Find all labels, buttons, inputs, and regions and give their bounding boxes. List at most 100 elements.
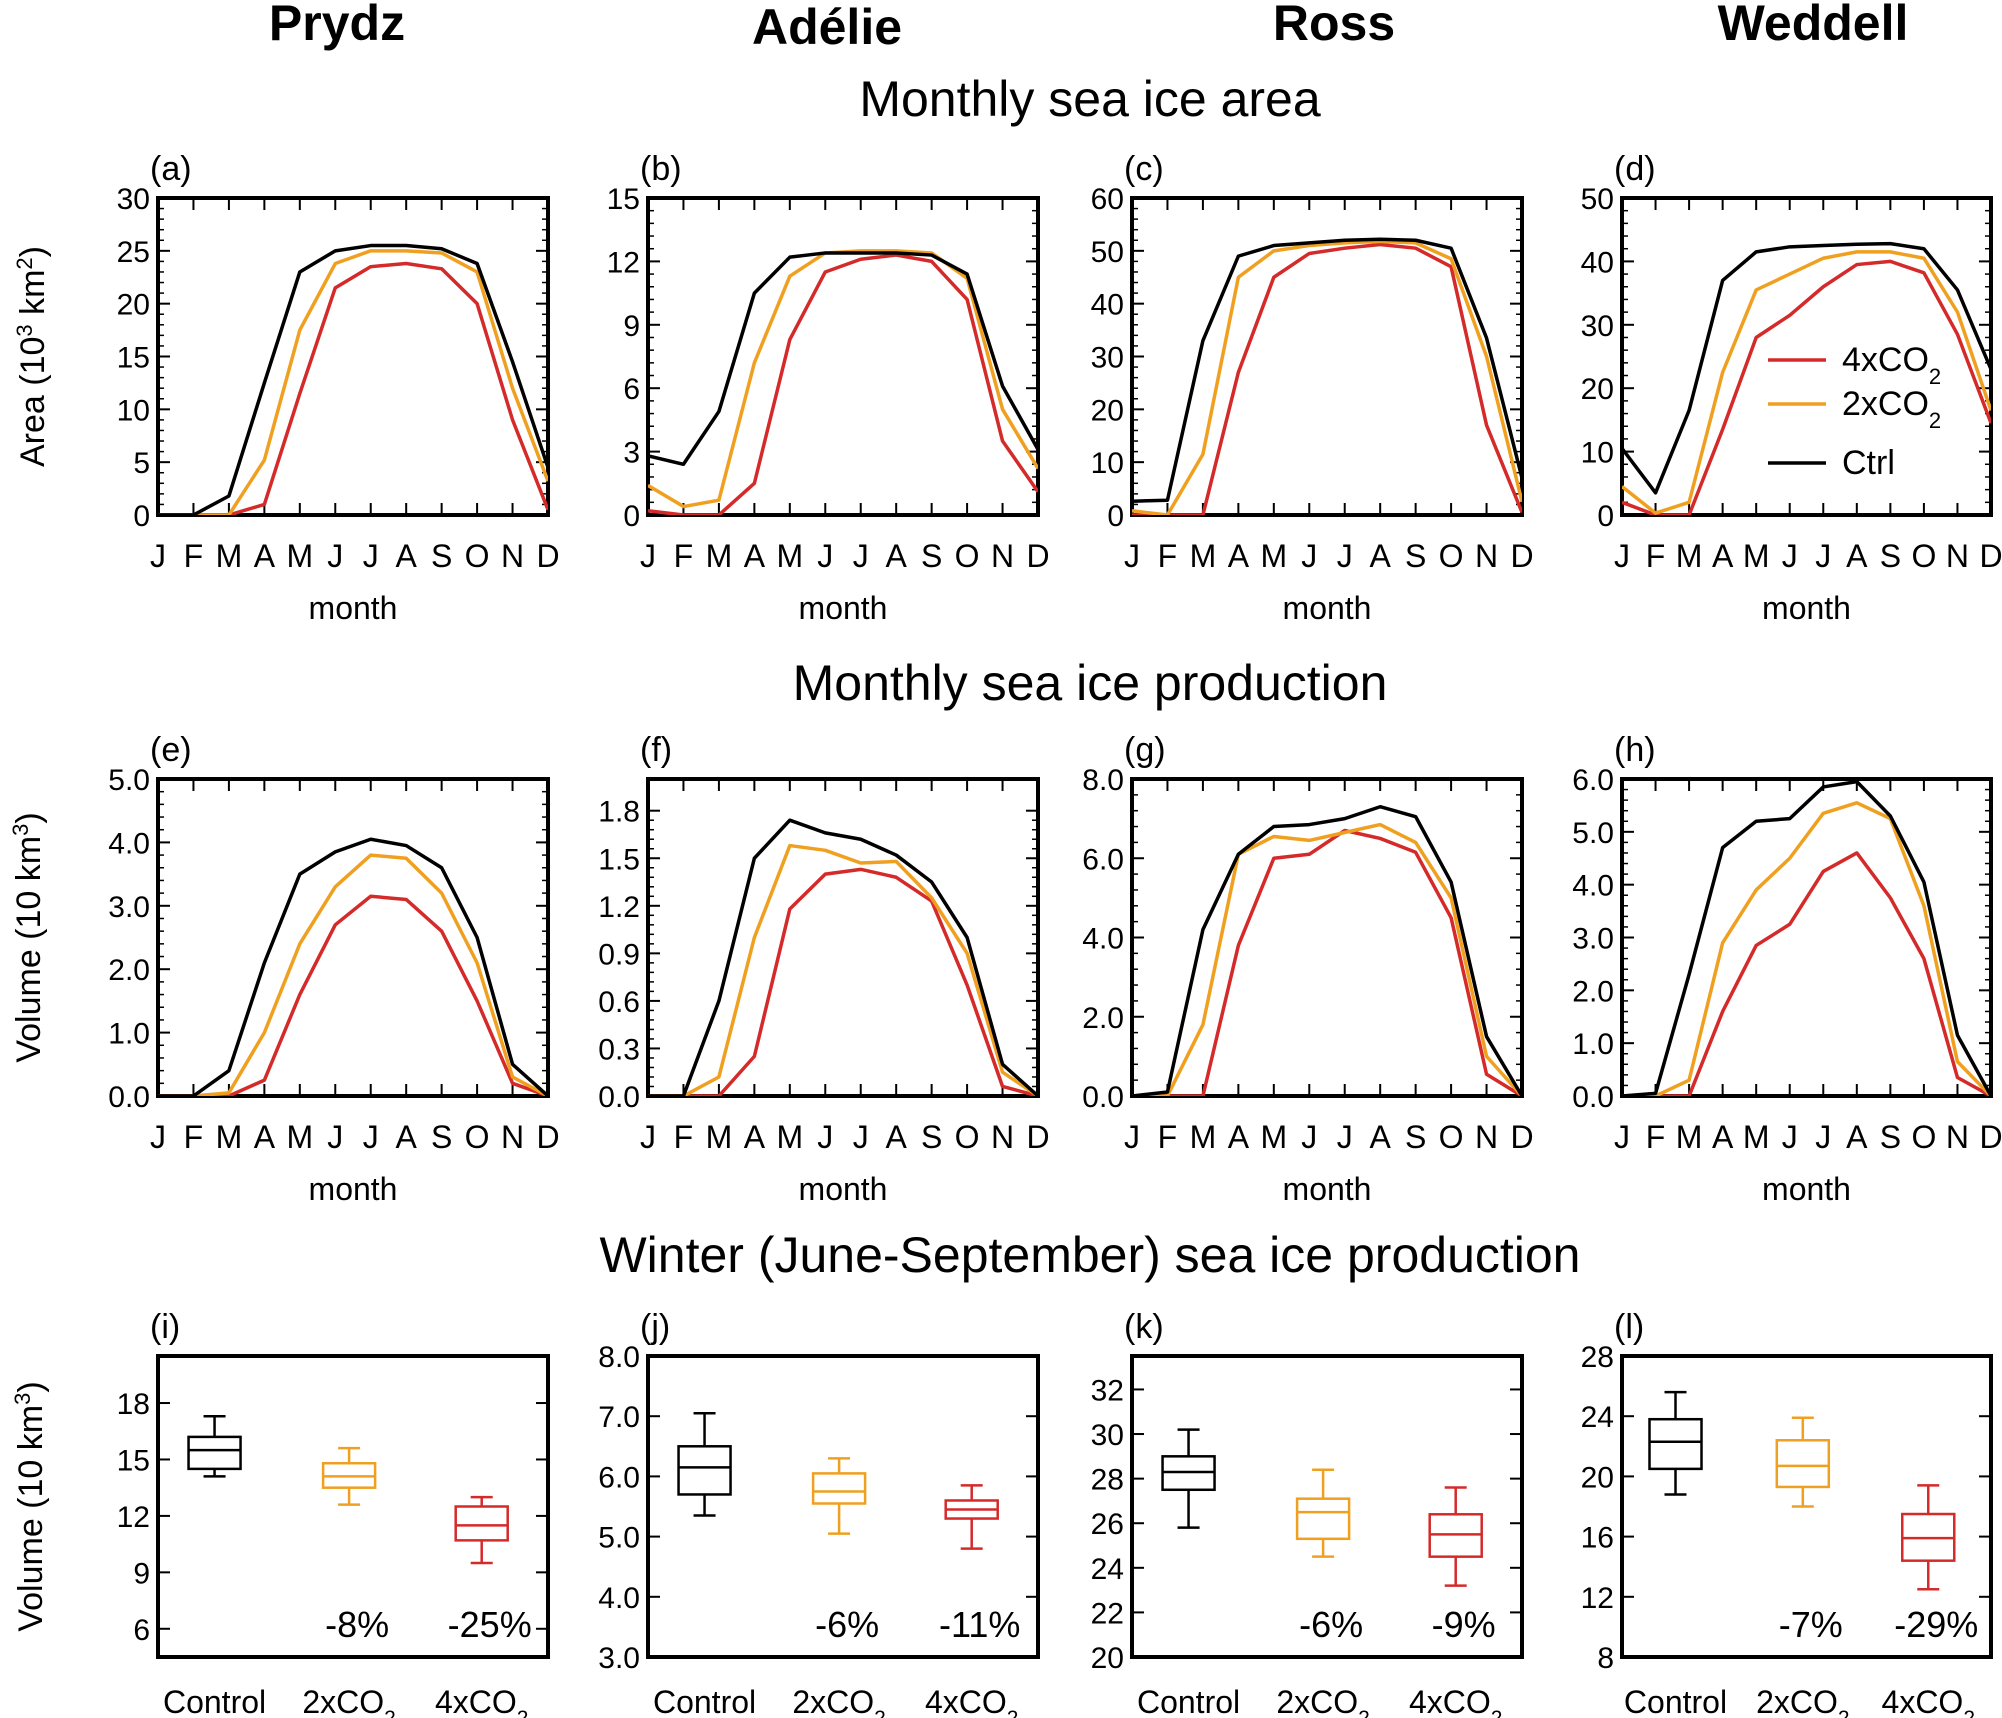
y-tick-label: 20 [117,289,150,322]
legend-label-co2x4: 4xCO2 [1842,341,1941,389]
box-iqr [1295,1497,1351,1541]
row-title-1: Monthly sea ice production [793,655,1388,711]
x-tick-label: J [1337,538,1353,574]
x-tick-label: O [465,1119,490,1155]
x-tick-label: M [706,538,733,574]
series-line-Ctrl [158,837,548,1096]
x-tick-label: O [955,1119,980,1155]
percent-change-label: -6% [815,1604,879,1645]
box-2xCO2: -6% [1295,1468,1363,1645]
x-tick-label: D [1510,538,1533,574]
x-tick-label: N [991,1119,1014,1155]
x-tick-label: D [1979,538,2002,574]
y-tick-label: 1.0 [108,1018,150,1051]
x-tick-label: A [396,1119,418,1155]
series-line-Ctrl [1132,804,1522,1096]
x-tick-label: M [1190,1119,1217,1155]
y-tick-label: 4.0 [1572,870,1614,903]
x-tick-label: A [1846,538,1868,574]
x-tick-label: M [1260,538,1287,574]
percent-change-label: -25% [448,1604,532,1645]
series-line-2xCO2 [648,249,1038,509]
x-tick-label: A [1228,1119,1250,1155]
y-tick-label: 0.9 [598,938,640,971]
y-tick-label: 9 [133,1557,150,1590]
x-tick-label: A [1370,1119,1392,1155]
y-tick-label: 1.2 [598,891,640,924]
x-axis-label: month [1283,590,1372,626]
x-axis-label: month [309,1171,398,1207]
y-axis-label: Area (103 km2) [12,246,53,467]
series-line-4xCO2 [1622,851,1991,1096]
series-line-Ctrl [1622,779,1991,1096]
x-tick-label: F [184,1119,204,1155]
panel-label: (d) [1614,150,1656,188]
box-Control [187,1414,242,1478]
series-line-2xCO2 [1132,822,1522,1096]
x-tick-label: O [1911,1119,1936,1155]
y-tick-label: 25 [117,236,150,269]
x-tick-label: O [465,538,490,574]
x-tick-label: N [1475,538,1498,574]
x-tick-label: O [955,538,980,574]
y-tick-label: 28 [1091,1464,1124,1497]
y-tick-label: 15 [117,1444,150,1477]
x-tick-label: F [674,1119,694,1155]
x-tick-label: J [1782,538,1798,574]
y-tick-label: 7.0 [598,1401,640,1434]
x-tick-label: F [674,538,694,574]
x-tick-label: 2xCO2 [792,1684,885,1718]
x-tick-label: M [1743,1119,1770,1155]
x-axis-label: month [309,590,398,626]
x-tick-label: M [706,1119,733,1155]
x-tick-label: F [1158,538,1178,574]
x-tick-label: J [1301,538,1317,574]
series-line-4xCO2 [158,894,548,1096]
box-4xCO2: -11% [939,1484,1020,1645]
x-tick-label: N [501,1119,524,1155]
plot-frame [1620,777,1993,1098]
percent-change-label: -6% [1299,1604,1363,1645]
y-tick-label: 3 [623,437,640,470]
x-tick-label: D [536,538,559,574]
y-tick-label: 60 [1091,183,1124,216]
y-tick-label: 28 [1581,1341,1614,1374]
x-tick-label: J [327,1119,343,1155]
y-tick-label: 20 [1581,1461,1614,1494]
x-tick-label: M [216,538,243,574]
y-tick-label: 10 [1091,447,1124,480]
x-tick-label: A [1712,538,1734,574]
x-tick-label: J [817,538,833,574]
y-tick-label: 5.0 [598,1522,640,1555]
box-2xCO2: -7% [1775,1416,1843,1645]
percent-change-label: -9% [1432,1604,1496,1645]
x-tick-label: M [1260,1119,1287,1155]
panel-label: (k) [1124,1308,1164,1346]
y-tick-label: 30 [117,183,150,216]
x-tick-label: Control [163,1684,266,1718]
x-tick-label: A [886,538,908,574]
y-axis-label: Volume (10 km3) [10,1381,51,1631]
x-tick-label: M [776,1119,803,1155]
y-tick-label: 1.5 [598,843,640,876]
x-tick-label: M [286,1119,313,1155]
x-tick-label: S [921,1119,942,1155]
y-tick-label: 0.0 [108,1081,150,1114]
x-tick-label: D [1979,1119,2002,1155]
y-tick-label: 0.0 [1082,1081,1124,1114]
series-line-Ctrl [1622,241,1991,495]
plot-frame [646,196,1040,517]
series-line-4xCO2 [1132,828,1522,1096]
y-tick-label: 16 [1581,1522,1614,1555]
x-tick-label: D [1026,538,1049,574]
x-tick-label: F [1646,538,1666,574]
x-tick-label: D [1026,1119,1049,1155]
series-line-2xCO2 [1622,801,1991,1096]
panel-label: (j) [640,1308,670,1346]
x-tick-label: J [853,538,869,574]
y-tick-label: 9 [623,310,640,343]
percent-change-label: -11% [939,1604,1020,1645]
